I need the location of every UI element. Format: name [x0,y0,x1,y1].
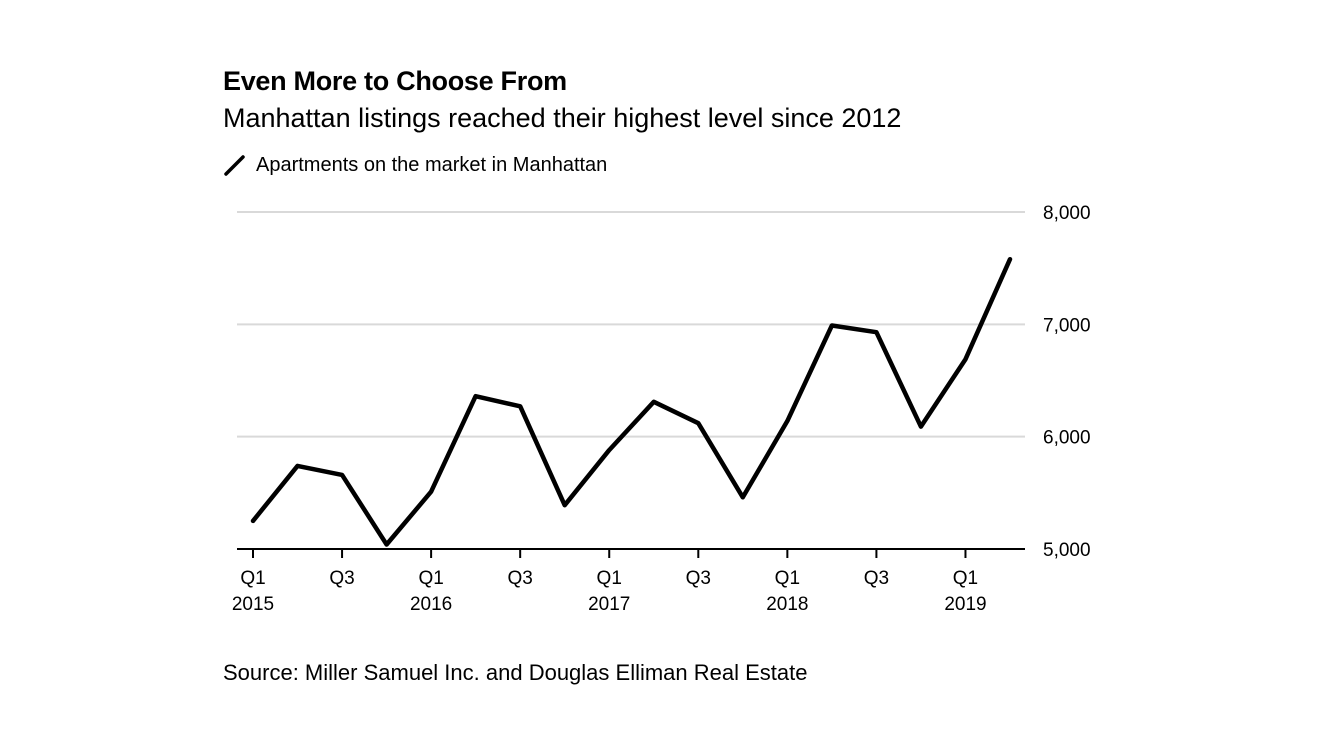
y-tick-label: 5,000 [1043,540,1091,561]
x-tick-label: Q1 [597,568,622,589]
x-tick-year-label: 2017 [588,594,630,615]
source-note: Source: Miller Samuel Inc. and Douglas E… [223,660,808,685]
x-tick-year-label: 2015 [232,594,274,615]
x-tick-year-label: 2016 [410,594,452,615]
y-tick-label: 6,000 [1043,428,1091,449]
chart-subtitle: Manhattan listings reached their highest… [223,103,902,133]
x-tick-year-label: 2018 [766,594,808,615]
y-tick-label: 7,000 [1043,315,1091,336]
y-tick-label: 8,000 [1043,203,1091,224]
x-tick-label: Q3 [864,568,889,589]
x-tick-label: Q1 [953,568,978,589]
line-chart: 5,000 6,000 7,000 8,000 Q1 2015 Q3 Q1 2016 Q3 Q1 2… [232,203,1091,615]
gridlines [237,211,1025,438]
series-line-apartments [250,256,1013,547]
legend-line-swatch-icon [224,155,245,176]
legend: Apartments on the market in Manhattan [223,152,607,178]
x-axis [237,548,1025,558]
legend-swatch-line [224,155,245,176]
x-tick-label: Q3 [329,568,354,589]
x-tick-label: Q1 [240,568,265,589]
y-axis-tick-labels: 5,000 6,000 7,000 8,000 [1043,203,1091,561]
x-tick-label: Q3 [686,568,711,589]
x-tick-year-label: 2019 [944,594,986,615]
chart-title: Even More to Choose From [223,66,567,96]
x-tick-label: Q1 [418,568,443,589]
legend-label: Apartments on the market in Manhattan [256,153,608,176]
series-layer [250,256,1013,547]
x-tick-label: Q1 [775,568,800,589]
x-tick-label: Q3 [507,568,532,589]
x-axis-tick-labels: Q1 2015 Q3 Q1 2016 Q3 Q1 2017 Q3 Q1 2018 Q3 Q1 2019 [232,568,987,615]
